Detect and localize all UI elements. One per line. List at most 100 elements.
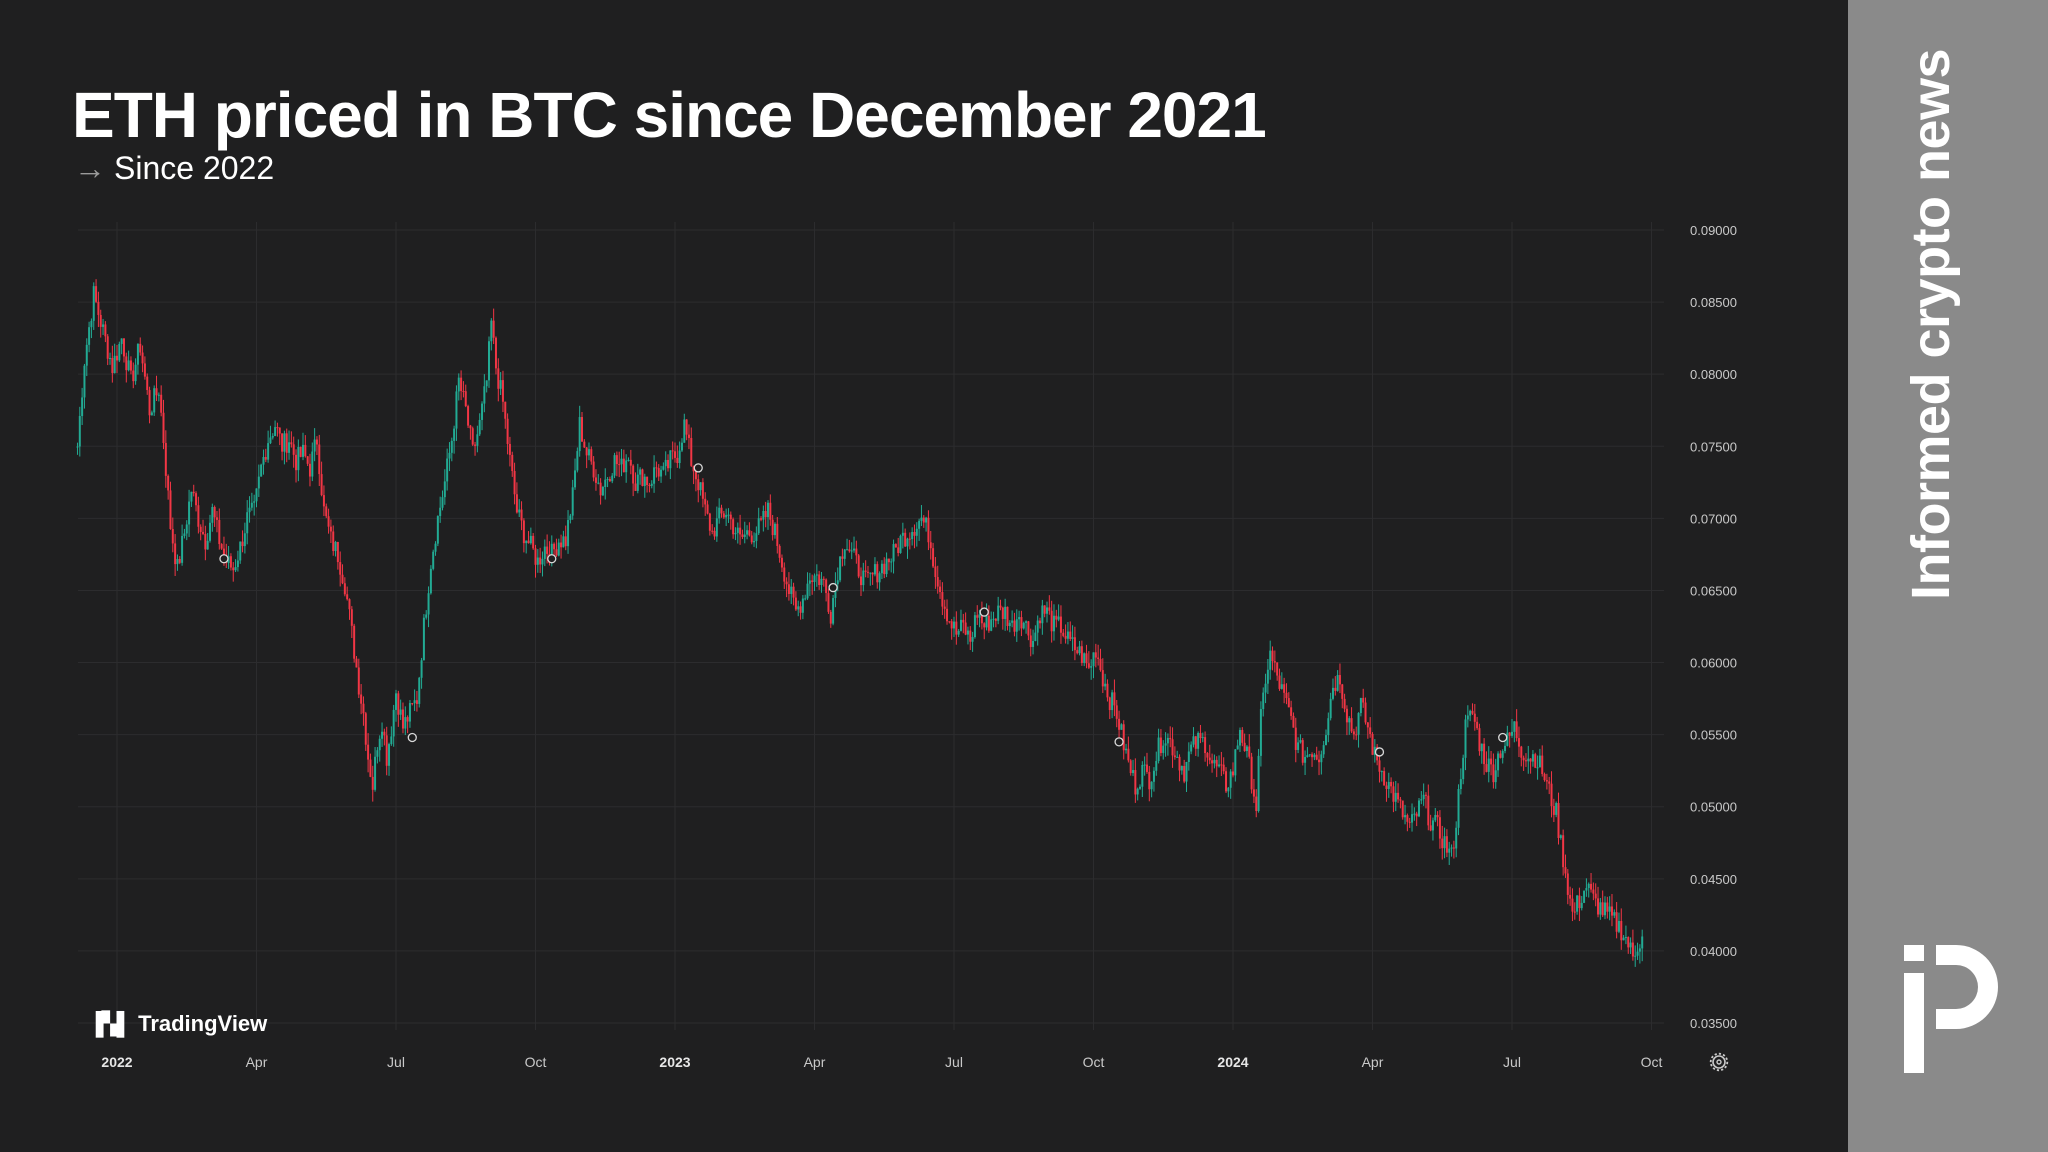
candle-body [727,514,730,516]
candle-body [829,611,832,624]
event-marker[interactable] [219,554,229,564]
candle-body [885,558,888,575]
candle-body [118,343,121,361]
candle-body [1357,713,1360,735]
candle-body [1434,814,1437,821]
candle-body [1392,786,1395,802]
candle-body [622,458,625,473]
candle-body [334,541,337,552]
candle-body [1587,883,1590,889]
candle-body [753,541,756,543]
candle-body [846,549,849,551]
candle-body [1280,684,1283,689]
candle-body [357,667,360,695]
y-tick-label: 0.08500 [1690,295,1737,310]
candle-body [371,776,374,790]
event-marker[interactable] [693,463,703,473]
candle-body [966,630,969,635]
x-tick-label: Oct [1641,1054,1663,1070]
candle-body [78,416,81,447]
candle-body [927,517,930,543]
candle-body [1141,764,1144,787]
candle-body [1629,942,1632,948]
y-tick-label: 0.06500 [1690,583,1737,598]
candle-body [1411,814,1414,823]
candle-body [1608,906,1611,912]
candle-body [1220,764,1223,766]
candle-body [1036,620,1039,633]
candle-body [253,501,256,503]
candle-body [1071,637,1074,639]
subtitle-text: Since 2022 [114,150,275,186]
candle-body [1052,615,1055,632]
candle-body [1262,692,1265,710]
candle-body [174,543,177,565]
candle-body [499,380,502,389]
candle-body [1569,894,1572,899]
event-marker[interactable] [547,554,557,564]
candle-body [1085,653,1088,664]
x-axis: 2022 Apr Jul Oct 2023 Apr Jul Oct 2024 Apr Jul Oct [101,1054,1662,1070]
candle-body [697,479,700,491]
candle-body [999,605,1002,608]
candle-body [618,464,621,466]
candle-body [546,546,549,554]
candle-body [913,531,916,536]
event-marker[interactable] [1374,747,1385,757]
candle-body [1215,759,1218,767]
candle-body [341,574,344,584]
candle-body [722,513,725,518]
candle-body [818,574,821,586]
candle-body [992,618,995,620]
candle-body [515,494,518,513]
x-tick-label: Jul [387,1054,405,1070]
candle-body [1534,754,1537,768]
candle-body [204,533,207,550]
candle-body [676,457,679,464]
candle-body [1297,742,1300,750]
candle-body [143,363,146,377]
candle-body [1257,755,1260,812]
candle-body [232,567,235,571]
candle-body [436,516,439,544]
candle-body [1592,889,1595,894]
candle-body [1208,757,1211,761]
candle-body [978,614,981,618]
candle-body [178,558,181,563]
candle-body [699,482,702,491]
event-marker[interactable] [407,732,417,743]
candle-body [953,621,955,629]
candle-body [1108,697,1111,711]
candle-body [455,391,458,429]
candle-body [1387,781,1390,789]
event-marker[interactable] [828,582,838,593]
candle-body [955,621,958,635]
candle-body [1122,724,1125,751]
candle-body [1276,662,1279,676]
candle-body [773,523,776,536]
candle-body [492,320,495,338]
candle-body [1269,650,1272,670]
candle-body [188,501,191,525]
candle-body [557,542,560,556]
candle-body [757,518,760,534]
candle-body [918,520,921,529]
candle-body [257,476,260,489]
candle-body [276,427,279,429]
candle-body [808,580,811,584]
event-marker[interactable] [1498,732,1508,743]
candle-body [406,717,409,722]
candle-body [113,355,116,374]
candle-body [525,540,528,544]
event-marker[interactable] [979,607,989,617]
candle-body [364,713,367,745]
event-marker[interactable] [1114,737,1124,747]
candle-body [125,356,128,371]
tradingview-logo[interactable]: ▐▚▌ TradingView [88,1011,267,1037]
candle-body [1213,759,1216,764]
candle-body [669,450,672,469]
price-chart[interactable]: 0.09000 0.08500 0.08000 0.07500 0.07000 0.065… [0,0,1848,1152]
candle-body [594,477,597,483]
settings-gear-icon[interactable] [1709,1052,1729,1072]
candle-body [825,579,828,594]
